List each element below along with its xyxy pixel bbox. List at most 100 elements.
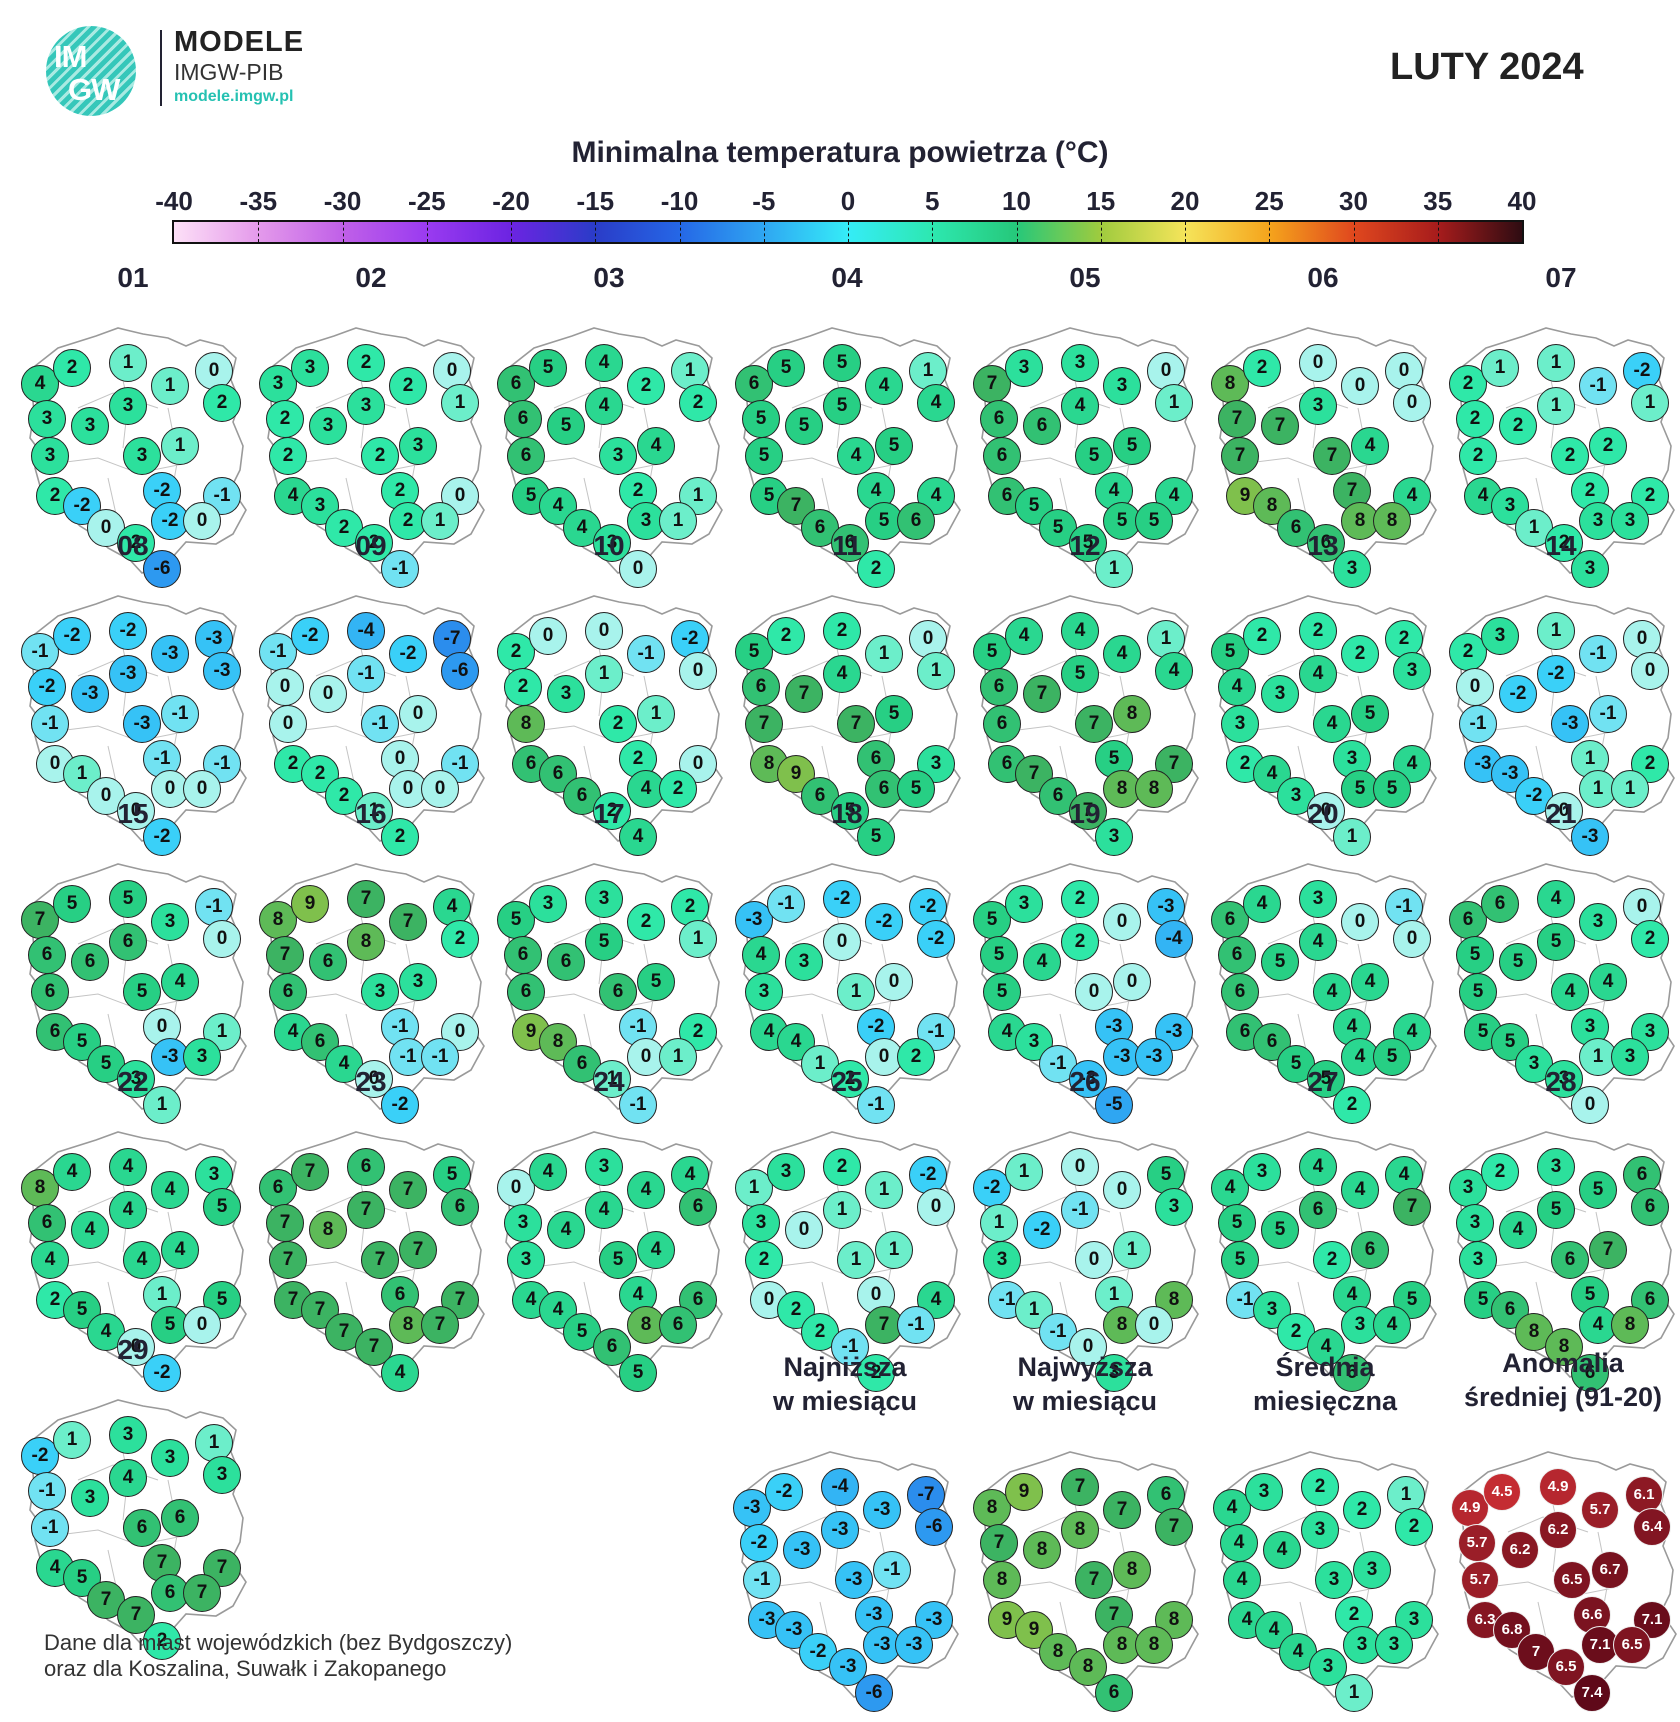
- city-value: 8: [1023, 1531, 1061, 1569]
- city-value: 7: [266, 1204, 304, 1242]
- city-value: 7: [203, 1549, 241, 1587]
- city-value: 7.1: [1581, 1626, 1619, 1664]
- day-map-body: -3 -1 -2 -2 -2 4 3 0 -2 3 1 0 4 4 -2 -1 1 2 0 2 -1: [732, 834, 962, 1124]
- city-value: 1: [1005, 1153, 1043, 1191]
- city-value: 2: [679, 384, 717, 422]
- city-value: 4: [1385, 1156, 1423, 1194]
- day-map: 8 4 4 4 3 6 4 4 5 4 4 4 2 5 1 5 4 0 5 0 -2 22: [18, 1066, 248, 1392]
- city-value: 2: [269, 437, 307, 475]
- day-map-body: 4 2 1 1 0 3 3 3 2 3 3 1 2 -2 -2 -1 0 2 -2 0 -6: [18, 298, 248, 588]
- city-value: -2: [28, 668, 66, 706]
- colorbar-tick: 30: [1339, 186, 1368, 216]
- city-value: -6: [441, 652, 479, 690]
- day-map: 5 3 3 2 2 6 6 5 1 6 6 5 9 8 -1 2 6 1 0 1 -1 17: [494, 798, 724, 1124]
- city-value: 1: [421, 502, 459, 540]
- city-value: 6: [1333, 1354, 1371, 1392]
- city-value: 4: [71, 1211, 109, 1249]
- city-value: 0: [183, 502, 221, 540]
- day-map: 2 3 1 -1 0 0 -2 -2 0 -1 -3 -1 -3 -3 1 2 -2 0 1 1 -3 14: [1446, 530, 1676, 856]
- city-value: -1: [361, 705, 399, 743]
- city-value: 6: [897, 502, 935, 540]
- city-value: 1: [161, 427, 199, 465]
- city-value: 2: [1343, 1491, 1381, 1529]
- city-value: 6: [441, 1188, 479, 1226]
- city-value: 4: [1023, 943, 1061, 981]
- colorbar-tick: -25: [407, 186, 446, 216]
- logo-url[interactable]: modele.imgw.pl: [174, 88, 294, 105]
- day-map: 6 6 4 3 0 5 5 5 2 5 4 4 5 5 3 3 3 3 1 3 0 21: [1446, 798, 1676, 1124]
- city-value: 7: [389, 903, 427, 941]
- day-map: 6 4 3 0 -1 6 5 4 0 6 4 4 6 6 4 4 5 5 4 5 2 20: [1208, 798, 1438, 1124]
- city-value: -1: [421, 1038, 459, 1076]
- city-value: 4: [1223, 1561, 1261, 1599]
- colorbar-divider: [1100, 222, 1102, 242]
- colorbar-tick: 15: [1086, 186, 1116, 216]
- city-value: 0: [266, 668, 304, 706]
- city-value: 6: [1449, 901, 1487, 939]
- city-value: 4: [627, 770, 665, 808]
- city-value: 3: [1095, 1354, 1133, 1392]
- colorbar-ticks: -40 -35 -30 -25 -20 -15 -10 -5 0 5 10 15 20 25 30 35 40: [0, 186, 1680, 216]
- city-value: 2: [1313, 1241, 1351, 1279]
- city-value: 0: [1299, 344, 1337, 382]
- city-value: 5: [1579, 1171, 1617, 1209]
- city-value: 9: [291, 885, 329, 923]
- city-value: 6: [504, 936, 542, 974]
- summary-title: Najniższa w miesiącu: [720, 1350, 970, 1418]
- city-value: 3: [1537, 1148, 1575, 1186]
- city-value: 4: [1103, 635, 1141, 673]
- city-value: 6: [109, 923, 147, 961]
- city-value: 3: [1459, 1241, 1497, 1279]
- city-value: 6: [28, 936, 66, 974]
- day-map-body: -1 -2 -2 -3 -3 -2 -3 -3 -3 -1 -3 -1 0 1 -1 -1 0 0 0 0 -2: [18, 566, 248, 856]
- city-value: 4: [1373, 1306, 1411, 1344]
- city-value: 6: [1023, 407, 1061, 445]
- city-value: 2: [389, 367, 427, 405]
- colorbar-tick: 25: [1254, 186, 1284, 216]
- city-value: 1: [823, 1191, 861, 1229]
- day-label: 09: [355, 530, 387, 561]
- city-value: -3: [151, 635, 189, 673]
- city-value: 3: [1103, 367, 1141, 405]
- city-value: 7: [1393, 1188, 1431, 1226]
- city-value: 5: [1537, 1191, 1575, 1229]
- city-value: -5: [1095, 1086, 1133, 1124]
- city-value: -1: [743, 1561, 781, 1599]
- city-value: 7: [1218, 400, 1256, 438]
- city-value: -3: [1551, 705, 1589, 743]
- city-value: 6.8: [1493, 1611, 1531, 1649]
- city-value: 1: [1537, 612, 1575, 650]
- logo-divider: [160, 30, 162, 106]
- city-value: 1: [593, 1060, 631, 1098]
- city-value: 4: [1155, 477, 1193, 515]
- city-value: -2: [765, 1473, 803, 1511]
- city-value: 5: [875, 427, 913, 465]
- city-value: 3: [785, 943, 823, 981]
- city-value: 5: [1277, 1045, 1315, 1083]
- city-value: 2: [1395, 1508, 1433, 1546]
- city-value: 8: [1135, 770, 1173, 808]
- city-value: -1: [441, 745, 479, 783]
- city-value: 0: [195, 352, 233, 390]
- city-value: -3: [775, 1611, 813, 1649]
- city-value: 1: [659, 502, 697, 540]
- day-map: 6 5 5 4 1 5 5 5 4 5 4 5 5 7 4 4 6 6 5 6 2 04: [732, 262, 962, 588]
- city-value: 6: [539, 755, 577, 793]
- day-label: 02: [355, 262, 387, 293]
- city-value: 6: [1571, 1354, 1609, 1392]
- city-value: 3: [109, 387, 147, 425]
- city-value: 6: [1211, 901, 1249, 939]
- city-value: 2: [767, 617, 805, 655]
- day-map-body: 5 3 2 0 -3 5 4 2 -4 5 0 0 4 3 -3 -3 -1 -3 -3 -3 -5: [970, 834, 1200, 1124]
- city-value: -2: [389, 635, 427, 673]
- city-value: 4: [1263, 1531, 1301, 1569]
- city-value: 1: [917, 652, 955, 690]
- footnote-line1: Dane dla miast wojewódzkich (bez Bydgosz…: [44, 1630, 513, 1655]
- colorbar-tick: -15: [576, 186, 615, 216]
- city-value: 0: [1075, 973, 1113, 1011]
- city-value: 4: [1313, 705, 1351, 743]
- city-value: 4: [109, 1148, 147, 1186]
- day-map-body: -2 1 3 3 1 -1 3 4 3 -1 6 6 4 5 7 7 7 7 6 7 2: [18, 1370, 248, 1660]
